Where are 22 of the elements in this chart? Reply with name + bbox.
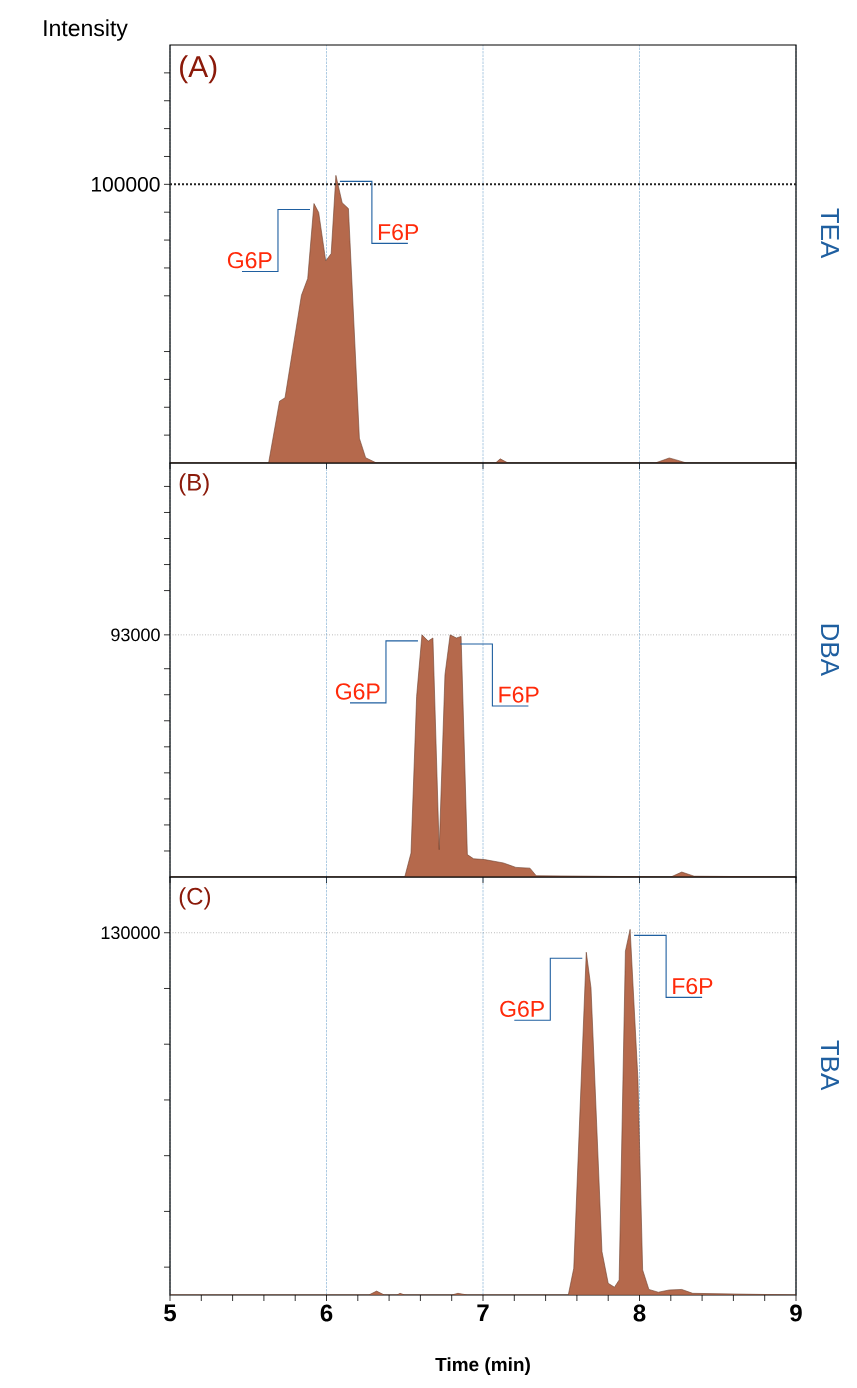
annotation: F6P bbox=[378, 223, 419, 241]
annotation: F6P bbox=[499, 686, 539, 703]
text: TBA bbox=[821, 1040, 839, 1091]
annotation: (C) bbox=[179, 887, 211, 910]
annotation: (B) bbox=[179, 473, 209, 496]
y-axis-title: Intensity bbox=[44, 19, 128, 41]
text: DBA bbox=[821, 624, 839, 676]
x-tick-label: 9 bbox=[790, 1304, 802, 1322]
annotation: F6P bbox=[673, 977, 713, 995]
x-tick-label: 5 bbox=[164, 1304, 176, 1322]
y-tick-label: 100000 bbox=[91, 176, 160, 192]
text: TEA bbox=[821, 208, 839, 259]
annotation: G6P bbox=[227, 252, 272, 269]
annotation: (A) bbox=[180, 55, 217, 84]
x-tick-label: 7 bbox=[477, 1304, 489, 1322]
y-tick-label: 130000 bbox=[101, 926, 160, 940]
x-axis-title: Time (min) bbox=[435, 1357, 530, 1375]
y-tick-label: 93000 bbox=[111, 628, 160, 642]
annotation: G6P bbox=[335, 683, 380, 700]
annotation: G6P bbox=[500, 1000, 544, 1018]
x-tick-label: 6 bbox=[320, 1304, 333, 1322]
x-tick-label: 8 bbox=[633, 1304, 646, 1322]
